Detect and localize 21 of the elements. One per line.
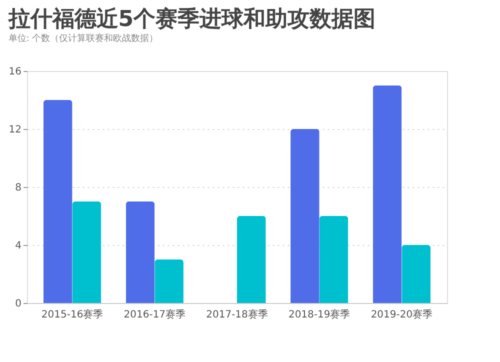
bar (237, 216, 266, 303)
chart-title: 拉什福德近5个赛季进球和助攻数据图 (7, 6, 376, 32)
y-tick-label: 8 (15, 182, 22, 194)
y-tick-label: 12 (8, 124, 22, 136)
bar (126, 202, 155, 303)
y-tick-label: 16 (8, 66, 22, 78)
bar (72, 202, 102, 303)
y-tick-label: 4 (15, 240, 22, 252)
bar (402, 245, 431, 303)
x-tick-label: 2017-18赛季 (206, 308, 268, 320)
y-tick-label: 0 (15, 298, 22, 310)
bar (43, 100, 72, 303)
x-tick-label: 2019-20赛季 (370, 308, 433, 320)
bar (372, 86, 402, 303)
bar (290, 129, 320, 303)
x-tick-label: 2016-17赛季 (124, 308, 186, 320)
chart-subtitle: 单位: 个数（仅计算联赛和欧战数据） (8, 33, 158, 44)
bar (154, 260, 184, 303)
bar (319, 216, 348, 303)
x-tick-label: 2015-16赛季 (41, 308, 104, 320)
x-tick-label: 2018-19赛季 (288, 308, 350, 320)
